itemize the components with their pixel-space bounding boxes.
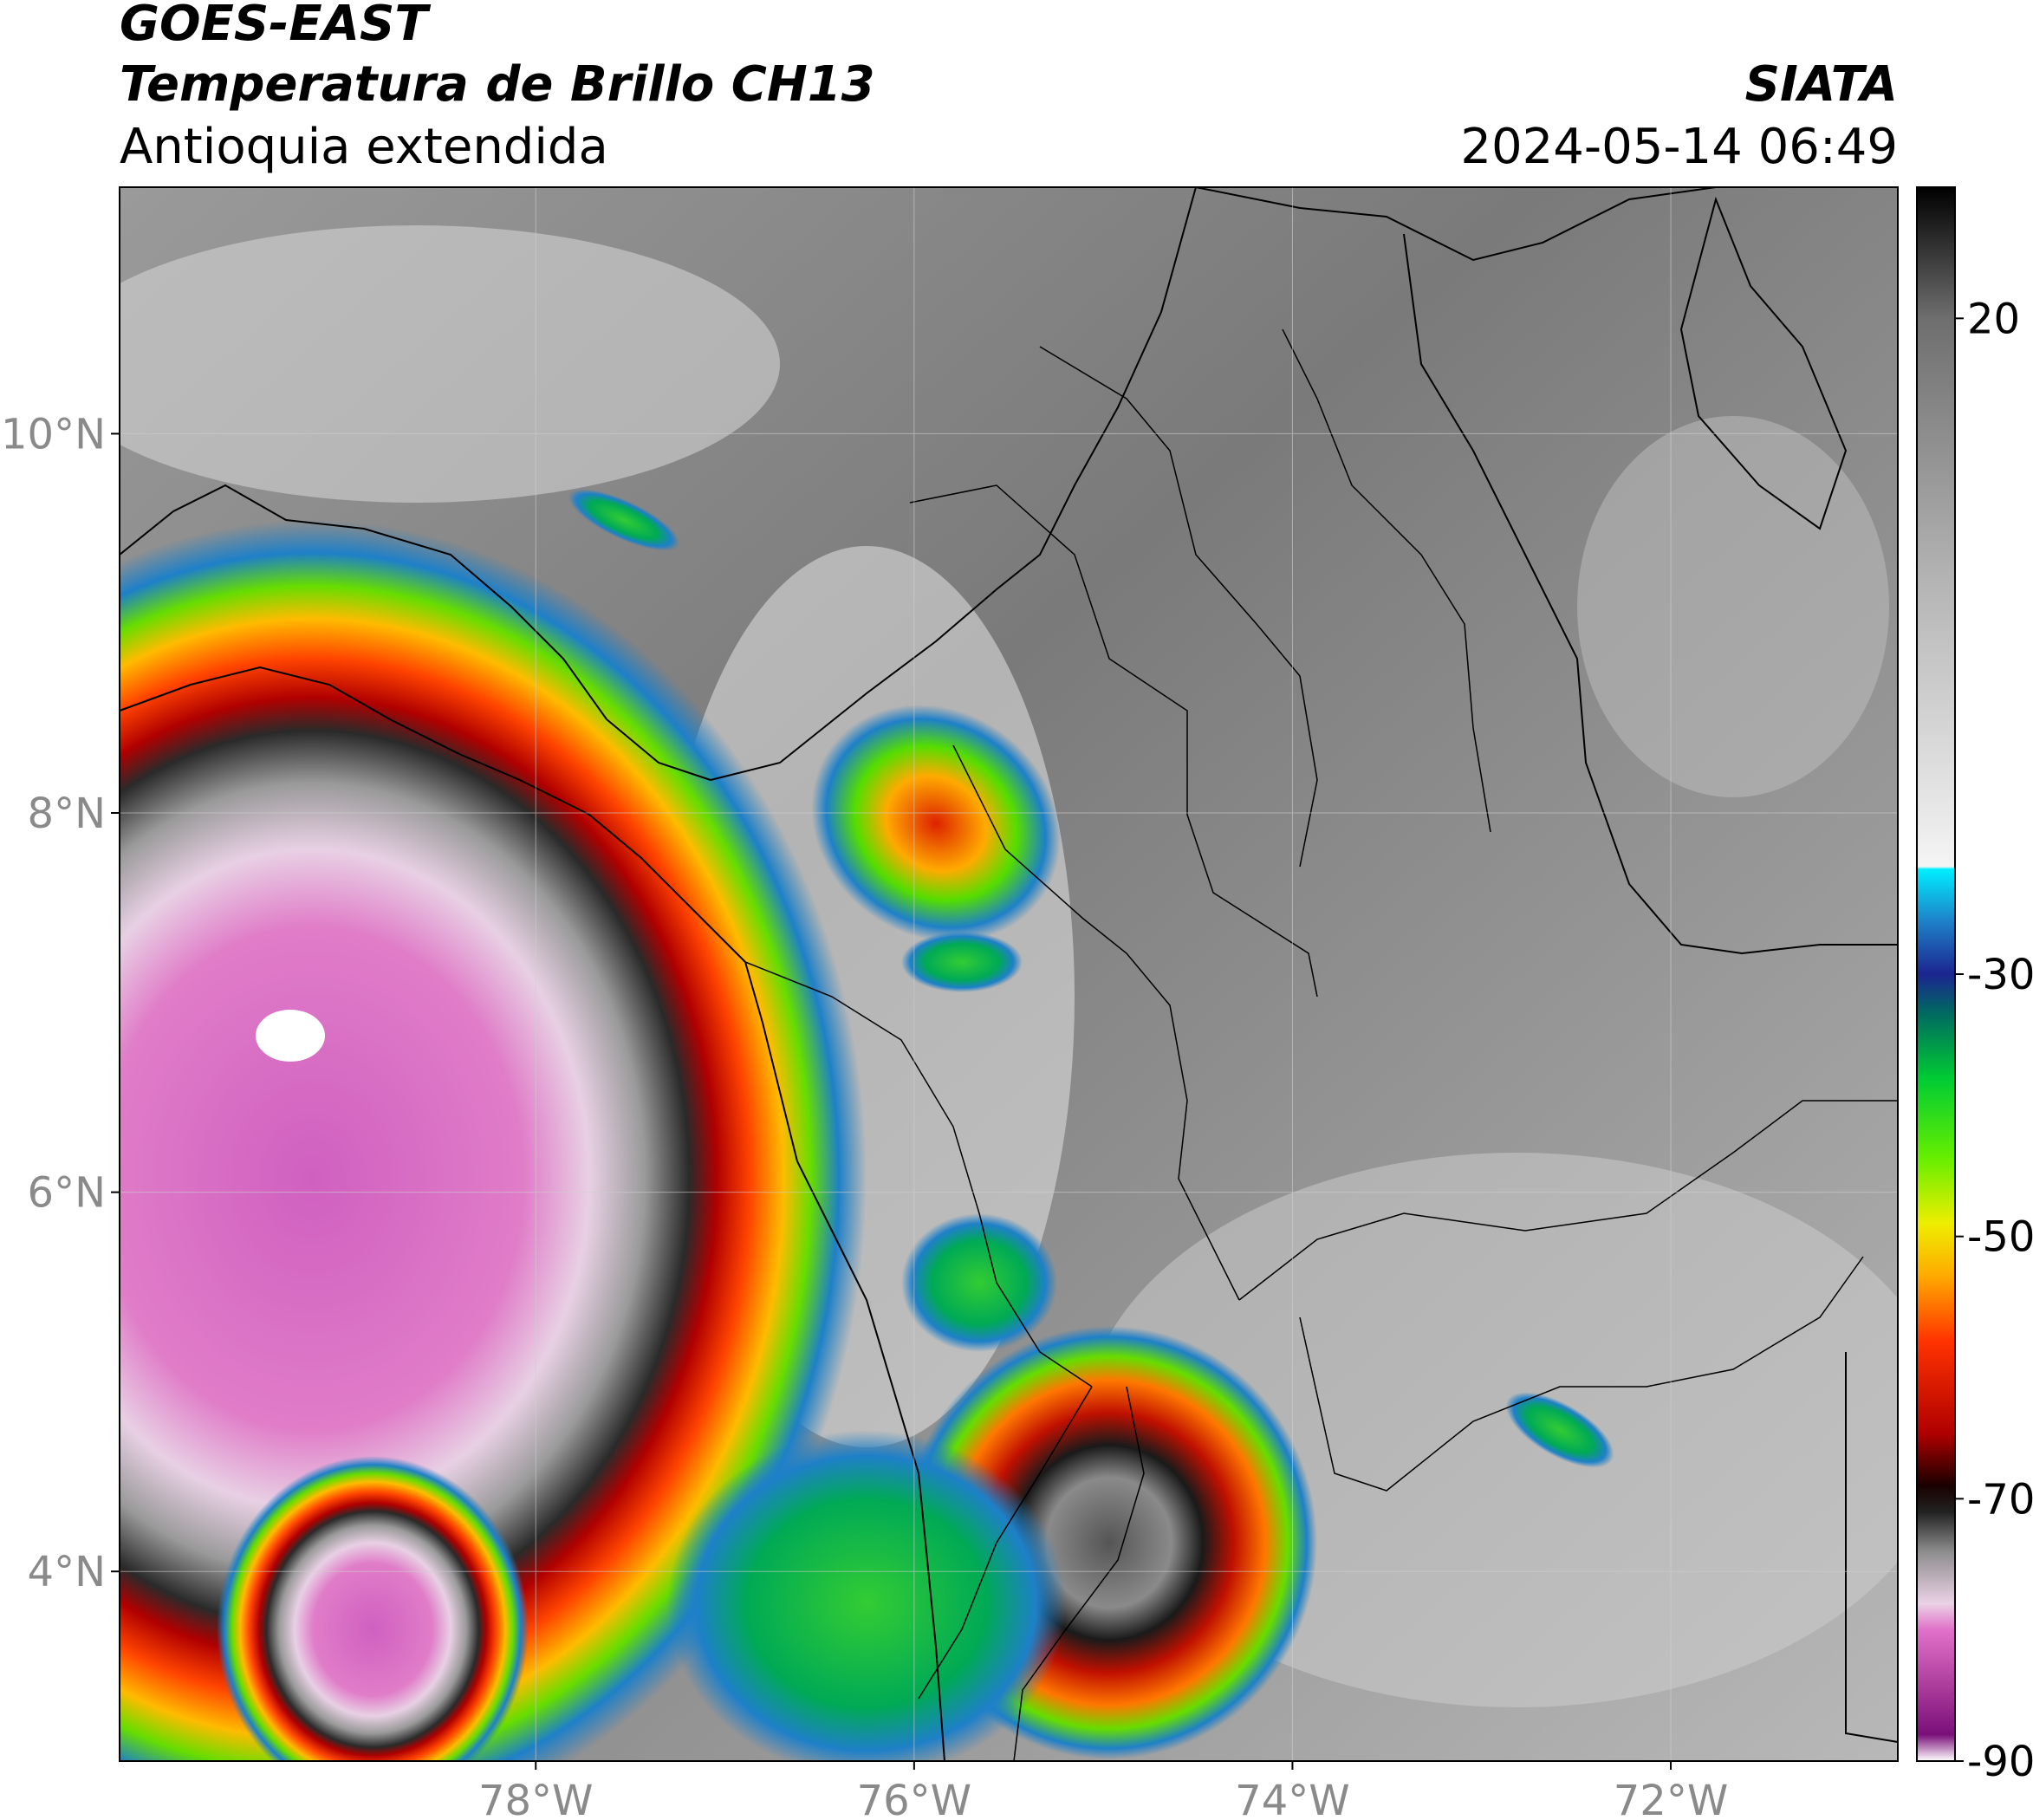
border-antioquia-north bbox=[909, 484, 1318, 998]
border-tolima bbox=[1013, 1386, 1145, 1761]
map-panel bbox=[120, 187, 1898, 1761]
lon-tick-label: 78°W bbox=[478, 1777, 594, 1820]
convective-cell-southwest bbox=[217, 1456, 529, 1761]
colorbar-tick-label: -90 bbox=[1967, 1738, 2033, 1786]
convective-system-pacific bbox=[120, 520, 867, 1761]
colorbar bbox=[1916, 186, 1956, 1762]
convective-area-south bbox=[667, 1430, 1066, 1761]
colorbar-tick-label: -30 bbox=[1967, 951, 2033, 999]
border-antioquia-east bbox=[952, 744, 1240, 1301]
border-cesar bbox=[1282, 328, 1491, 833]
longitude-axis: 78°W 76°W 74°W 72°W bbox=[478, 1761, 1728, 1820]
border-meta-casanare bbox=[1299, 1256, 1864, 1492]
border-bolivar bbox=[1039, 346, 1318, 868]
overshooting-top bbox=[256, 1010, 325, 1062]
department-borders bbox=[744, 328, 1898, 1761]
lake-maracaibo bbox=[1679, 196, 1848, 530]
colorbar-tick-label: 20 bbox=[1967, 295, 2020, 343]
region-subtitle: Antioquia extendida bbox=[120, 119, 608, 175]
convective-cell-mid bbox=[901, 932, 1023, 992]
colorbar-tick-label: -50 bbox=[1967, 1213, 2033, 1262]
satellite-title: GOES-EAST bbox=[120, 0, 428, 52]
coastline-guajira bbox=[1195, 187, 1717, 262]
border-caldas-valle bbox=[918, 1386, 1093, 1700]
border-colombia-venezuela bbox=[1403, 233, 1898, 955]
graticule bbox=[120, 187, 1898, 1761]
product-title: Temperatura de Brillo CH13 bbox=[120, 56, 875, 113]
lat-tick-label: 4°N bbox=[28, 1548, 106, 1596]
convective-cell-east bbox=[1505, 1392, 1614, 1468]
convective-cell-caribbean bbox=[568, 489, 680, 551]
lat-tick-label: 10°N bbox=[1, 410, 106, 458]
coastline-caribbean-colombia bbox=[710, 187, 1197, 781]
latitude-axis: 10°N 8°N 6°N 4°N bbox=[1, 410, 120, 1596]
coastline-pacific-colombia bbox=[744, 961, 945, 1761]
lat-tick-label: 8°N bbox=[28, 790, 106, 838]
border-east-south bbox=[1845, 1352, 1898, 1743]
convective-cell-uraba bbox=[811, 705, 1061, 942]
colorbar-tick-label: -70 bbox=[1967, 1475, 2033, 1524]
coastline-panama-south bbox=[120, 666, 746, 963]
country-borders bbox=[120, 187, 1898, 1761]
lon-tick-label: 74°W bbox=[1235, 1777, 1350, 1820]
lon-tick-label: 76°W bbox=[857, 1777, 972, 1820]
colorbar-axis: 20 -30 -50 -70 -90 bbox=[1955, 295, 2033, 1786]
border-santander-boyaca bbox=[1238, 1100, 1898, 1301]
cirrus-band-east bbox=[1577, 416, 1889, 797]
lat-tick-label: 6°N bbox=[28, 1169, 106, 1218]
coastline-panama-north bbox=[120, 484, 711, 781]
convective-cell-central bbox=[901, 1213, 1057, 1352]
border-choco bbox=[744, 961, 1093, 1388]
map-frame bbox=[119, 186, 1899, 1762]
organization-label: SIATA bbox=[1744, 56, 1898, 113]
cirrus-band-north bbox=[120, 225, 780, 503]
timestamp-label: 2024-05-14 06:49 bbox=[1460, 119, 1898, 175]
lon-tick-label: 72°W bbox=[1614, 1777, 1729, 1820]
